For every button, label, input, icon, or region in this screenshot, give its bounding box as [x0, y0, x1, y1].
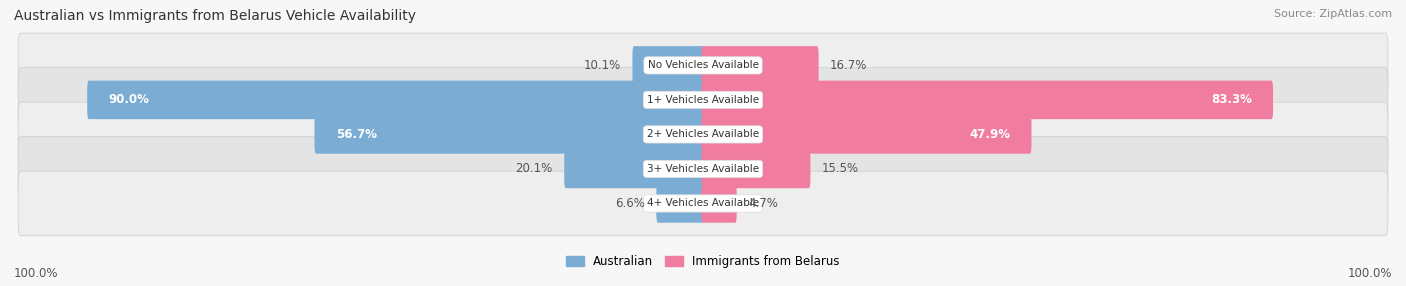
Legend: Australian, Immigrants from Belarus: Australian, Immigrants from Belarus [561, 250, 845, 273]
Text: 90.0%: 90.0% [108, 94, 149, 106]
Text: 1+ Vehicles Available: 1+ Vehicles Available [647, 95, 759, 105]
Text: 3+ Vehicles Available: 3+ Vehicles Available [647, 164, 759, 174]
FancyBboxPatch shape [657, 184, 704, 223]
Text: 4.7%: 4.7% [748, 197, 778, 210]
Text: 100.0%: 100.0% [1347, 267, 1392, 280]
FancyBboxPatch shape [18, 67, 1388, 132]
Text: 15.5%: 15.5% [823, 162, 859, 175]
Text: 56.7%: 56.7% [336, 128, 377, 141]
FancyBboxPatch shape [18, 171, 1388, 236]
FancyBboxPatch shape [702, 81, 1272, 119]
FancyBboxPatch shape [87, 81, 704, 119]
Text: No Vehicles Available: No Vehicles Available [648, 60, 758, 70]
FancyBboxPatch shape [702, 150, 810, 188]
Text: 47.9%: 47.9% [969, 128, 1010, 141]
FancyBboxPatch shape [315, 115, 704, 154]
FancyBboxPatch shape [18, 102, 1388, 167]
Text: 83.3%: 83.3% [1211, 94, 1251, 106]
Text: 100.0%: 100.0% [14, 267, 59, 280]
Text: 20.1%: 20.1% [516, 162, 553, 175]
FancyBboxPatch shape [564, 150, 704, 188]
Text: 4+ Vehicles Available: 4+ Vehicles Available [647, 198, 759, 208]
Text: 6.6%: 6.6% [614, 197, 645, 210]
Text: Source: ZipAtlas.com: Source: ZipAtlas.com [1274, 9, 1392, 19]
FancyBboxPatch shape [18, 33, 1388, 98]
Text: 10.1%: 10.1% [583, 59, 621, 72]
Text: 16.7%: 16.7% [830, 59, 868, 72]
FancyBboxPatch shape [702, 46, 818, 85]
Text: Australian vs Immigrants from Belarus Vehicle Availability: Australian vs Immigrants from Belarus Ve… [14, 9, 416, 23]
FancyBboxPatch shape [702, 115, 1032, 154]
FancyBboxPatch shape [702, 184, 737, 223]
FancyBboxPatch shape [18, 137, 1388, 201]
FancyBboxPatch shape [633, 46, 704, 85]
Text: 2+ Vehicles Available: 2+ Vehicles Available [647, 130, 759, 139]
